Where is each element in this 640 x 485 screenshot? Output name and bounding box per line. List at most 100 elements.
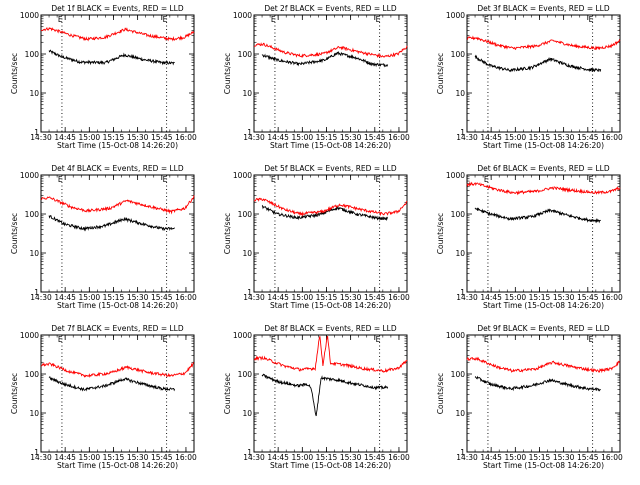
x-tick-label: 14:30 bbox=[30, 453, 52, 462]
interval-marker-label: E bbox=[484, 335, 489, 344]
plot-frame bbox=[253, 334, 408, 453]
x-tick-label: 15:45 bbox=[577, 453, 599, 462]
x-tick-label: 14:45 bbox=[54, 453, 76, 462]
x-tick-label: 15:15 bbox=[103, 453, 125, 462]
y-tick-label: 10 bbox=[242, 249, 252, 258]
x-tick-label: 14:30 bbox=[243, 133, 265, 142]
x-tick-label: 15:00 bbox=[292, 453, 314, 462]
y-tick-label: 1000 bbox=[446, 171, 465, 180]
series-line-events bbox=[48, 49, 175, 66]
x-tick-label: 15:15 bbox=[529, 293, 551, 302]
y-tick-label: 10 bbox=[242, 89, 252, 98]
y-tick-label: 1000 bbox=[233, 171, 252, 180]
y-tick-label: 1 bbox=[460, 288, 465, 297]
series-line-events bbox=[474, 207, 601, 224]
y-axis-label: Counts/sec bbox=[223, 53, 232, 94]
x-tick-label: 15:00 bbox=[505, 133, 527, 142]
y-tick-label: 1000 bbox=[20, 331, 39, 340]
series-line-lld bbox=[466, 356, 621, 374]
y-axis-label: Counts/sec bbox=[436, 53, 445, 94]
x-axis-label: Start Time (15-Oct-08 14:26:20) bbox=[270, 141, 391, 150]
x-tick-label: 15:45 bbox=[577, 133, 599, 142]
y-tick-label: 100 bbox=[238, 50, 253, 59]
y-tick-label: 10 bbox=[29, 409, 39, 418]
y-tick-label: 1000 bbox=[446, 331, 465, 340]
x-tick-label: 15:45 bbox=[577, 293, 599, 302]
y-axis-label: Counts/sec bbox=[436, 213, 445, 254]
interval-marker-label: E bbox=[271, 335, 276, 344]
x-tick-label: 16:00 bbox=[601, 293, 623, 302]
y-tick-label: 1 bbox=[460, 128, 465, 137]
series-line-lld bbox=[466, 181, 621, 196]
y-axis-label: Counts/sec bbox=[223, 213, 232, 254]
x-tick-label: 14:30 bbox=[456, 453, 478, 462]
interval-marker-label: E bbox=[589, 15, 594, 24]
chart-title: Det 9f BLACK = Events, RED = LLD bbox=[477, 324, 610, 333]
interval-marker-label: E bbox=[484, 15, 489, 24]
plot-frame bbox=[40, 14, 195, 133]
series-line-lld bbox=[253, 335, 408, 373]
series-line-events bbox=[261, 204, 389, 222]
x-tick-label: 15:45 bbox=[151, 293, 173, 302]
x-tick-label: 16:00 bbox=[601, 133, 623, 142]
interval-marker-label: E bbox=[589, 335, 594, 344]
series-line-events bbox=[261, 51, 389, 68]
x-axis-label: Start Time (15-Oct-08 14:26:20) bbox=[57, 301, 178, 310]
y-tick-label: 100 bbox=[238, 370, 253, 379]
x-tick-label: 15:15 bbox=[103, 293, 125, 302]
x-tick-label: 14:30 bbox=[30, 293, 52, 302]
y-tick-label: 10 bbox=[29, 89, 39, 98]
series-line-lld bbox=[253, 197, 408, 217]
interval-marker-label: E bbox=[376, 15, 381, 24]
chart-title: Det 5f BLACK = Events, RED = LLD bbox=[264, 164, 397, 173]
interval-marker-label: E bbox=[376, 335, 381, 344]
x-tick-label: 15:00 bbox=[79, 293, 101, 302]
y-tick-label: 10 bbox=[455, 409, 465, 418]
series-line-events bbox=[474, 375, 601, 392]
x-tick-label: 16:00 bbox=[388, 293, 410, 302]
x-tick-label: 15:45 bbox=[364, 453, 386, 462]
x-tick-label: 16:00 bbox=[175, 453, 197, 462]
x-axis-label: Start Time (15-Oct-08 14:26:20) bbox=[270, 301, 391, 310]
x-tick-label: 15:15 bbox=[529, 133, 551, 142]
x-axis-label: Start Time (15-Oct-08 14:26:20) bbox=[483, 301, 604, 310]
x-tick-label: 14:45 bbox=[267, 453, 289, 462]
x-tick-label: 15:30 bbox=[553, 133, 575, 142]
y-tick-label: 1000 bbox=[446, 11, 465, 20]
chart-title: Det 1f BLACK = Events, RED = LLD bbox=[51, 4, 184, 13]
interval-marker-label: E bbox=[58, 175, 63, 184]
series-line-lld bbox=[253, 42, 408, 59]
x-tick-label: 15:45 bbox=[364, 133, 386, 142]
x-tick-label: 15:30 bbox=[127, 453, 149, 462]
chart-title: Det 3f BLACK = Events, RED = LLD bbox=[477, 4, 610, 13]
x-tick-label: 15:00 bbox=[79, 133, 101, 142]
chart-panel-2: Det 2f BLACK = Events, RED = LLD 1 10 100 10… bbox=[223, 4, 410, 150]
series-line-lld bbox=[40, 362, 195, 378]
y-axis-label: Counts/sec bbox=[223, 373, 232, 414]
plot-frame bbox=[253, 174, 408, 293]
chart-title: Det 4f BLACK = Events, RED = LLD bbox=[51, 164, 184, 173]
x-tick-label: 15:45 bbox=[151, 453, 173, 462]
y-tick-label: 100 bbox=[451, 50, 466, 59]
x-tick-label: 15:45 bbox=[151, 133, 173, 142]
series-line-lld bbox=[40, 26, 195, 42]
y-tick-label: 1000 bbox=[20, 171, 39, 180]
x-tick-label: 15:15 bbox=[529, 453, 551, 462]
series-line-lld bbox=[466, 35, 621, 51]
y-tick-label: 1 bbox=[247, 288, 252, 297]
interval-marker-label: E bbox=[58, 15, 63, 24]
x-axis-label: Start Time (15-Oct-08 14:26:20) bbox=[483, 141, 604, 150]
chart-panel-8: Det 8f BLACK = Events, RED = LLD 1 10 100 10… bbox=[223, 324, 410, 470]
x-tick-label: 16:00 bbox=[175, 133, 197, 142]
x-tick-label: 14:45 bbox=[480, 453, 502, 462]
x-tick-label: 15:15 bbox=[316, 293, 338, 302]
x-tick-label: 16:00 bbox=[175, 293, 197, 302]
x-tick-label: 15:45 bbox=[364, 293, 386, 302]
x-tick-label: 14:30 bbox=[456, 133, 478, 142]
x-tick-label: 15:15 bbox=[316, 453, 338, 462]
y-axis-label: Counts/sec bbox=[10, 53, 19, 94]
series-line-lld bbox=[40, 195, 195, 215]
x-tick-label: 15:30 bbox=[553, 453, 575, 462]
y-tick-label: 1000 bbox=[233, 331, 252, 340]
